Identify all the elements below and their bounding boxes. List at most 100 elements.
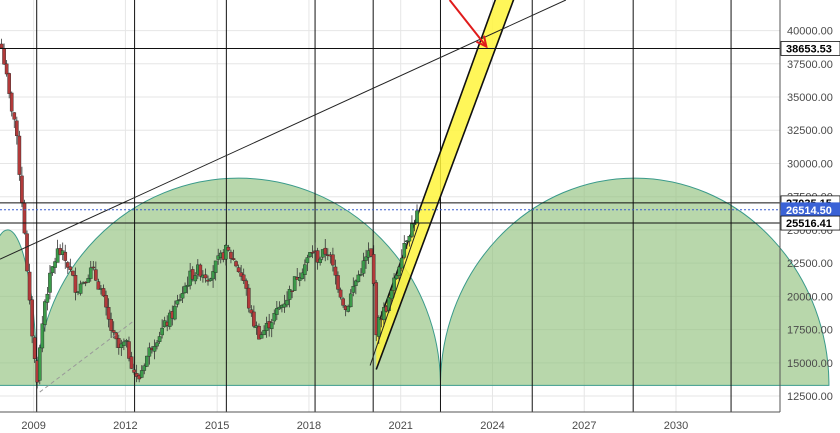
x-tick-label: 2027 — [572, 420, 596, 432]
candle-body — [282, 303, 287, 308]
candle-body — [297, 277, 302, 281]
candle-body — [78, 283, 83, 294]
candle-body — [116, 338, 121, 348]
candle-body — [234, 261, 238, 267]
candle-body — [364, 256, 368, 261]
candle-body — [139, 370, 144, 378]
candle-body — [407, 235, 412, 242]
candle-body — [211, 271, 215, 280]
candle-body — [22, 202, 27, 234]
trend-line — [369, 223, 420, 366]
candle-body — [336, 275, 340, 290]
candle-body — [122, 341, 126, 346]
candle-body — [341, 298, 345, 306]
candle-body — [152, 346, 157, 352]
y-tick-label: 17500.00 — [787, 325, 833, 337]
candle-body — [183, 285, 187, 294]
candle-body — [160, 327, 164, 336]
candle-body — [40, 323, 45, 349]
candle-body — [239, 272, 243, 277]
candle-body — [91, 266, 96, 269]
candle-body — [173, 305, 177, 320]
candle-body — [308, 252, 312, 257]
cycle-arc — [439, 177, 830, 386]
candle-body — [198, 264, 203, 277]
cycle-vertical-lines — [36, 0, 732, 412]
candle-body — [287, 289, 292, 300]
candle-body — [269, 322, 274, 329]
candle-body — [382, 307, 386, 321]
candle-body — [394, 275, 399, 279]
price-tag-box — [780, 215, 840, 231]
candle-body — [399, 257, 404, 269]
y-tick-label: 37500.00 — [787, 59, 833, 71]
candle-body — [346, 305, 350, 312]
candle-body — [127, 341, 131, 359]
candle-body — [45, 293, 50, 303]
y-tick-label: 32500.00 — [787, 125, 833, 137]
candle-body — [0, 43, 4, 49]
candle-body — [244, 280, 249, 289]
candle-body — [354, 280, 358, 286]
candle-body — [410, 223, 414, 237]
price-channel — [375, 0, 515, 370]
candle-body — [109, 318, 113, 331]
candle-body — [290, 290, 294, 292]
target-arrow — [448, 0, 488, 48]
candlestick-series — [0, 38, 419, 389]
trend-line — [39, 319, 135, 393]
candle-body — [275, 308, 279, 315]
candle-body — [292, 276, 297, 291]
candle-body — [32, 337, 37, 359]
candle-body — [241, 274, 246, 281]
candle-body — [86, 278, 90, 283]
candle-body — [374, 282, 379, 336]
x-tick-label: 2018 — [297, 420, 321, 432]
candle-body — [145, 355, 149, 367]
candle-body — [15, 120, 19, 136]
candle-body — [272, 313, 277, 322]
candle-body — [305, 257, 310, 264]
price-tag: 26514.50 — [780, 202, 840, 218]
candle-body — [25, 233, 29, 272]
channel-edge — [375, 0, 497, 330]
horizontal-levels — [0, 47, 780, 224]
candle-body — [333, 266, 338, 276]
candle-body — [262, 330, 266, 336]
candle-body — [229, 251, 233, 259]
x-tick-label: 2030 — [664, 420, 688, 432]
candle-body — [236, 267, 241, 273]
y-tick-label: 20000.00 — [787, 291, 833, 303]
candle-body — [249, 309, 254, 314]
candle-body — [155, 342, 159, 347]
candle-body — [88, 267, 93, 279]
candle-body — [376, 317, 381, 337]
price-tag-label: 38653.53 — [786, 43, 832, 55]
candle-body — [9, 92, 14, 112]
candle-body — [323, 247, 328, 255]
candle-body — [50, 266, 55, 274]
y-tick-label: 22500.00 — [787, 258, 833, 270]
candle-body — [96, 281, 101, 290]
candle-body — [331, 254, 335, 266]
candle-body — [94, 269, 98, 281]
candle-body — [277, 306, 282, 310]
cycle-arc — [36, 177, 441, 386]
candle-body — [63, 251, 68, 261]
candle-body — [259, 334, 264, 339]
candle-body — [300, 272, 305, 279]
trend-lines — [0, 0, 567, 393]
candle-body — [224, 245, 228, 260]
candle-body — [55, 248, 60, 263]
candle-body — [30, 299, 34, 337]
candle-body — [106, 307, 111, 320]
candle-body — [190, 269, 195, 280]
candle-body — [315, 250, 320, 263]
channel-edge — [375, 0, 515, 370]
price-tag-label: 26514.50 — [786, 205, 832, 217]
target-arrow-head — [476, 35, 488, 49]
candle-body — [27, 271, 32, 301]
candle-body — [252, 311, 256, 327]
